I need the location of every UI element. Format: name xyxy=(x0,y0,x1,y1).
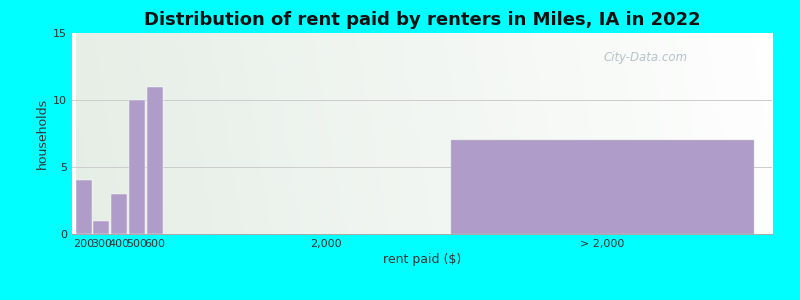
Y-axis label: households: households xyxy=(36,98,49,169)
Bar xyxy=(111,194,127,234)
Title: Distribution of rent paid by renters in Miles, IA in 2022: Distribution of rent paid by renters in … xyxy=(144,11,700,29)
Bar xyxy=(147,87,163,234)
X-axis label: rent paid ($): rent paid ($) xyxy=(383,253,461,266)
Bar xyxy=(129,100,146,234)
Bar xyxy=(75,180,92,234)
Bar xyxy=(94,220,110,234)
Text: City-Data.com: City-Data.com xyxy=(604,51,688,64)
Bar xyxy=(450,140,754,234)
